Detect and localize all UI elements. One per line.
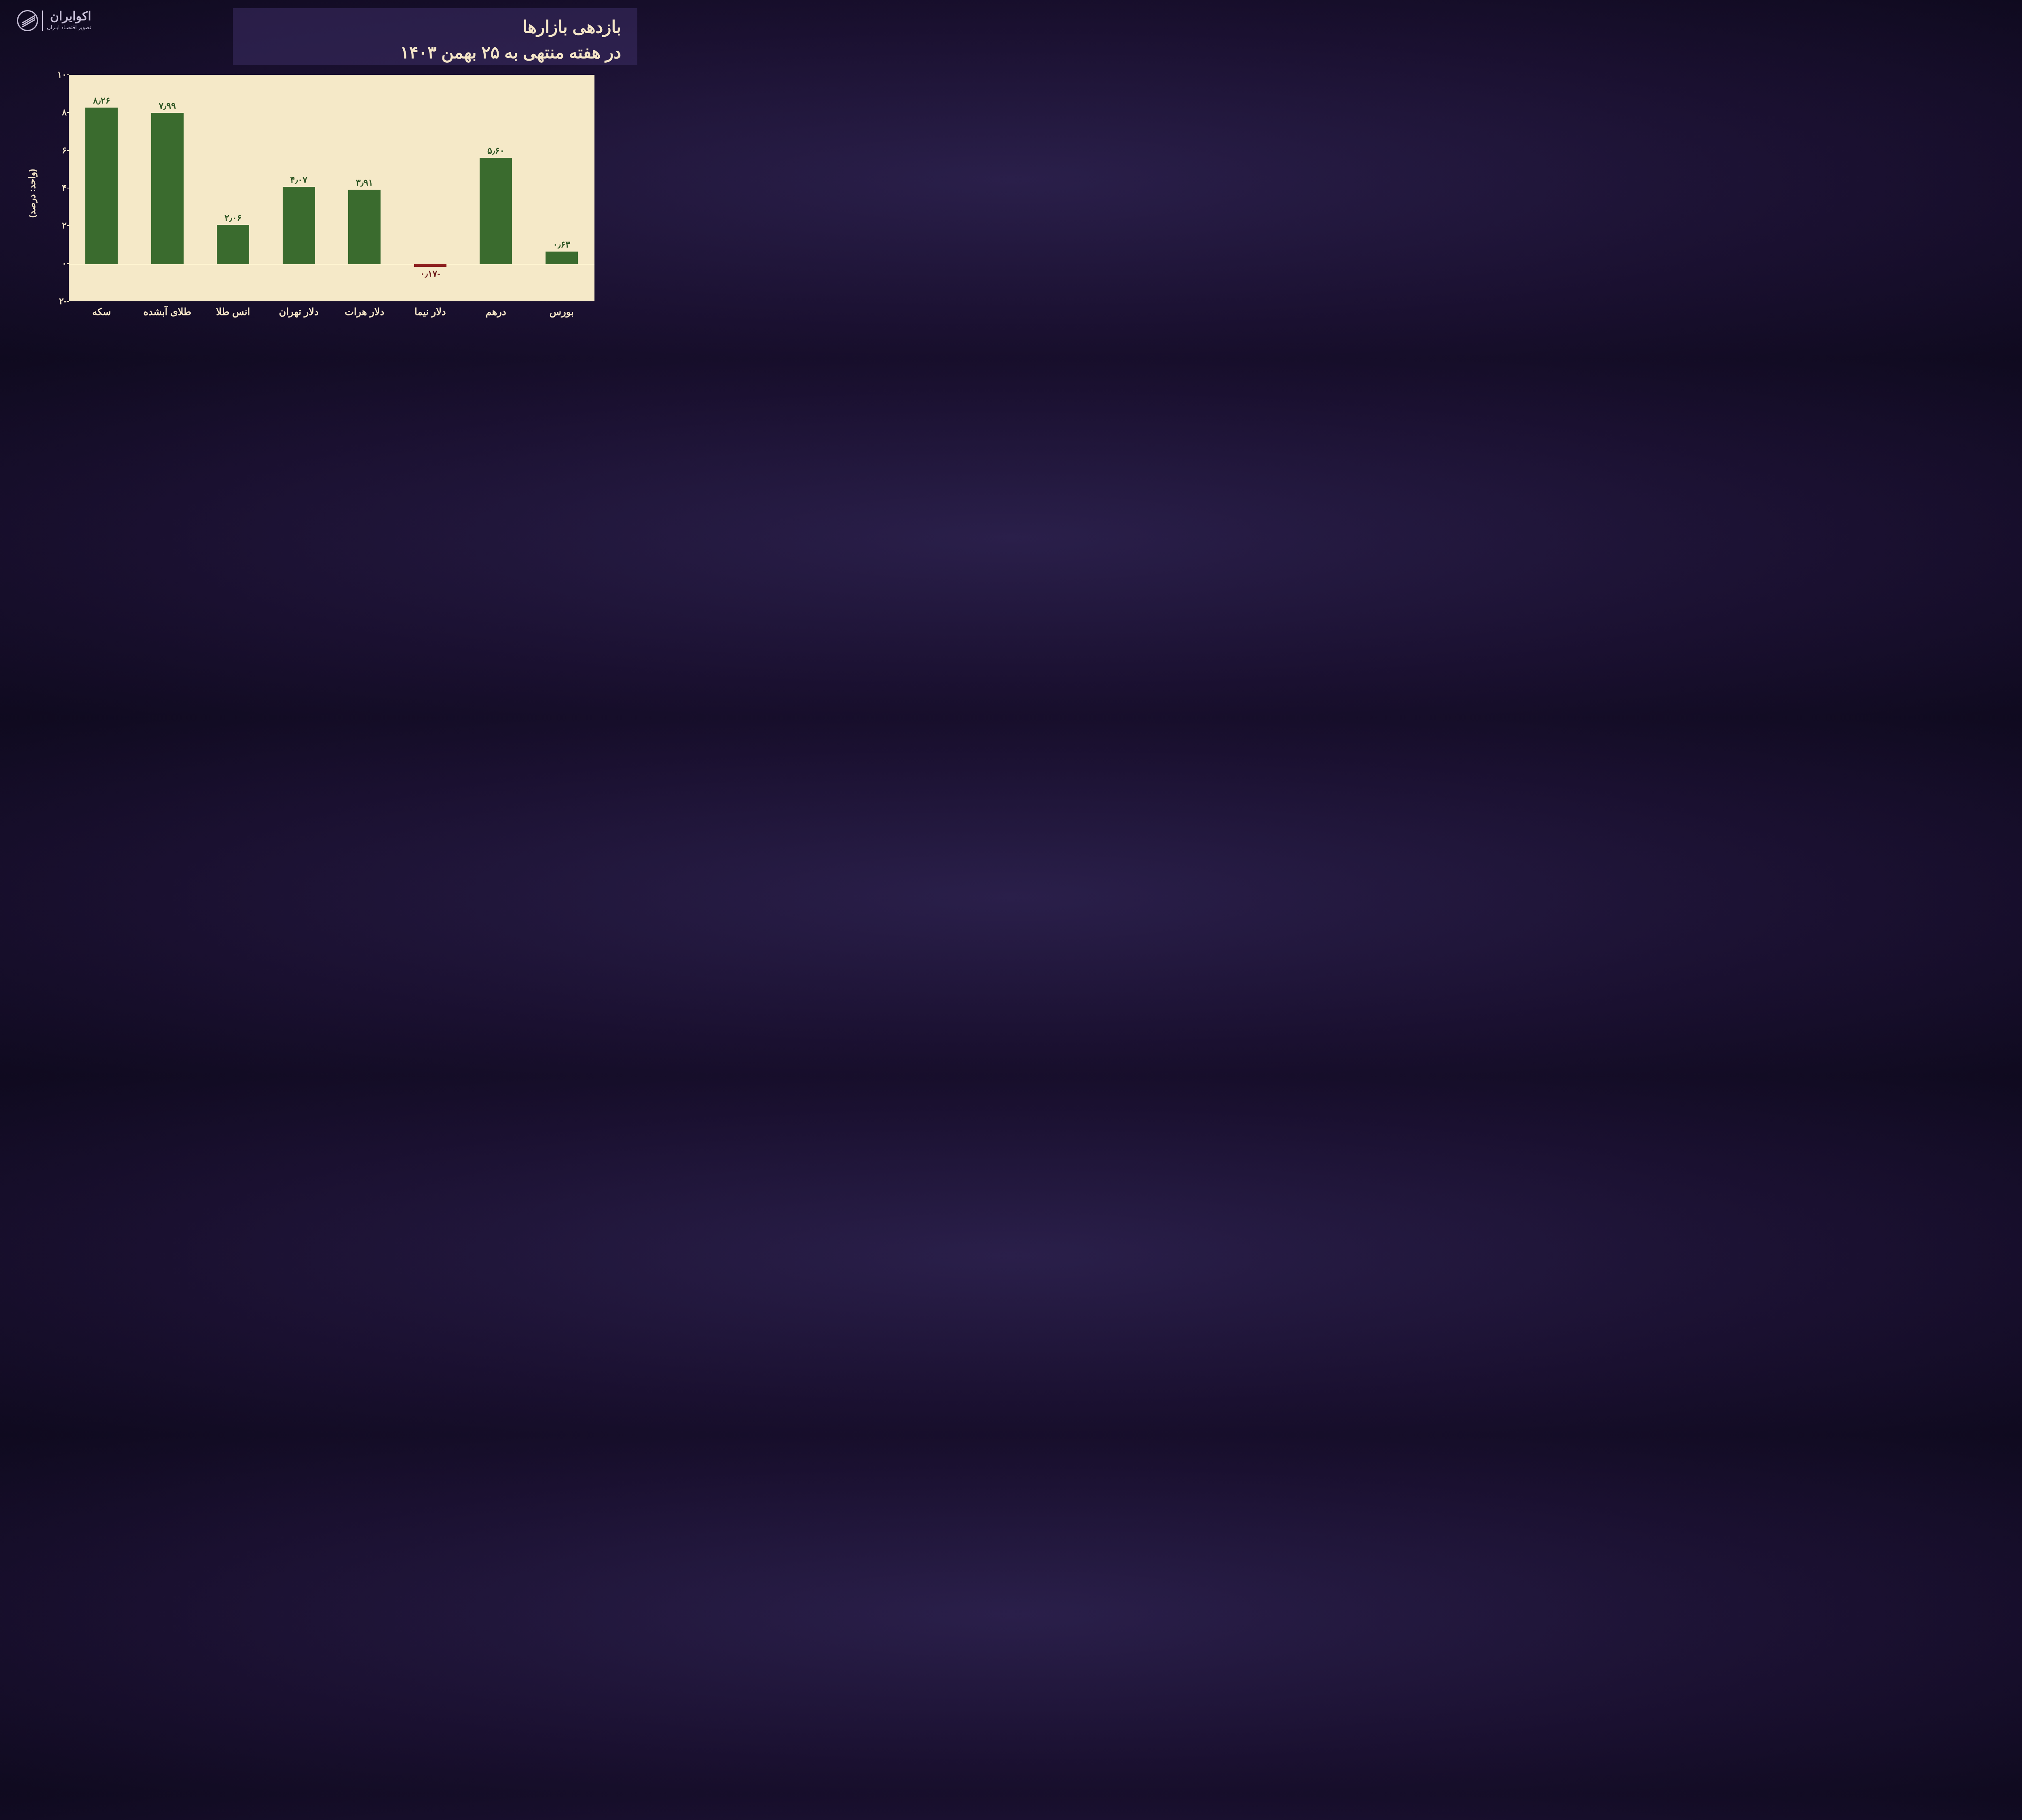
y-tick-label: ۰ — [53, 258, 67, 269]
bar-value-label: -۰٫۱۷ — [410, 269, 451, 279]
bar — [85, 108, 118, 263]
zero-line — [69, 264, 594, 265]
bar-value-label: ۴٫۰۷ — [279, 175, 319, 185]
x-category-label: دلار هرات — [332, 306, 397, 318]
bar — [283, 187, 315, 264]
bar — [546, 252, 578, 263]
x-category-label: دلار تهران — [266, 306, 331, 318]
x-category-label: درهم — [463, 306, 528, 318]
title-line-2: در هفته منتهی به ۲۵ بهمن ۱۴۰۳ — [249, 40, 621, 65]
x-category-label: انس طلا — [201, 306, 265, 318]
bar-value-label: ۳٫۹۱ — [344, 178, 385, 188]
logo-icon — [17, 10, 38, 31]
y-tick-mark — [67, 301, 69, 302]
bar-value-label: ۵٫۶۰ — [476, 146, 516, 156]
bar — [151, 113, 184, 264]
y-tick-mark — [67, 74, 69, 75]
title-line-1: بازدهی بازارها — [249, 14, 621, 40]
bar-value-label: ۸٫۲۶ — [81, 95, 122, 106]
y-tick-label: ۶ — [53, 145, 67, 156]
logo-name: اکوایران — [47, 11, 91, 23]
bar-value-label: ۷٫۹۹ — [147, 101, 188, 111]
x-category-label: دلار نیما — [398, 306, 463, 318]
y-tick-label: ۱۰ — [53, 70, 67, 80]
y-tick-mark — [67, 150, 69, 151]
logo-text: اکوایران تصویر اقتصـاد ایـران — [47, 11, 91, 31]
y-tick-mark — [67, 112, 69, 113]
y-tick-label: ۲ — [53, 220, 67, 231]
logo-divider — [42, 11, 43, 31]
brand-logo: اکوایران تصویر اقتصـاد ایـران — [12, 10, 91, 31]
title-band: بازدهی بازارها در هفته منتهی به ۲۵ بهمن … — [233, 8, 637, 65]
y-axis-label: (واحد: درصد) — [27, 169, 38, 218]
y-tick-label: ۴ — [53, 183, 67, 193]
x-category-label: طلای آبشده — [135, 306, 200, 318]
y-tick-label: -۲ — [53, 296, 67, 307]
bar-value-label: ۲٫۰۶ — [213, 213, 253, 223]
bar-value-label: ۰٫۶۳ — [541, 239, 582, 250]
bar — [217, 225, 249, 264]
bar — [348, 190, 381, 263]
x-category-label: بورس — [529, 306, 594, 318]
chart: (واحد: درصد) -۲۰۲۴۶۸۱۰ ۸٫۲۶۷٫۹۹۲٫۰۶۴٫۰۷۳… — [36, 75, 603, 334]
y-tick-label: ۸ — [53, 107, 67, 118]
y-tick-mark — [67, 225, 69, 226]
logo-tagline: تصویر اقتصـاد ایـران — [47, 24, 91, 31]
bar — [480, 158, 512, 263]
x-category-label: سکه — [69, 306, 134, 318]
